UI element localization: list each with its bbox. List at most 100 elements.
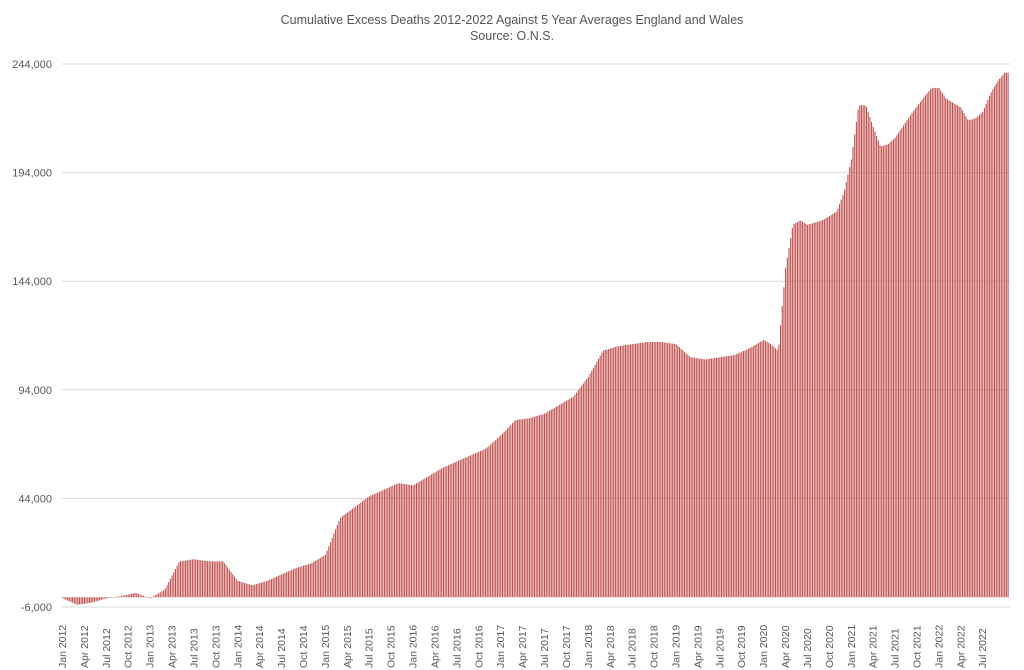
bar	[700, 358, 702, 598]
x-tick-label: Jan 2015	[320, 625, 332, 668]
bar	[205, 560, 207, 598]
bar	[75, 597, 77, 605]
bar	[596, 361, 598, 598]
bar	[212, 561, 214, 598]
bar	[886, 144, 888, 598]
bar	[675, 344, 677, 598]
bar	[801, 221, 804, 598]
bar	[672, 343, 674, 598]
bar	[567, 399, 569, 598]
bar	[862, 105, 864, 598]
bar	[988, 95, 991, 598]
bar	[181, 560, 183, 598]
bar	[252, 585, 254, 598]
bar	[437, 470, 439, 598]
bar	[208, 561, 210, 598]
x-tick-label: Jul 2021	[890, 628, 902, 668]
bar	[144, 596, 146, 598]
bar	[987, 99, 989, 598]
x-tick-label: Oct 2016	[473, 625, 485, 668]
bar	[405, 484, 407, 598]
bar	[62, 597, 64, 599]
bar	[827, 217, 829, 598]
bar	[948, 100, 950, 598]
bar	[100, 597, 102, 600]
x-tick-label: Apr 2021	[868, 625, 880, 668]
bar	[72, 597, 74, 603]
bar	[1000, 76, 1002, 598]
bar	[983, 107, 986, 598]
bar	[456, 461, 458, 598]
x-tick-label: Jan 2022	[933, 625, 945, 668]
bar	[746, 349, 748, 598]
bar	[731, 355, 733, 598]
bar	[790, 238, 792, 598]
bar	[412, 485, 414, 598]
bar	[662, 342, 664, 598]
x-tick-label: Jul 2012	[101, 628, 113, 668]
bar	[257, 583, 259, 598]
bar	[999, 78, 1001, 598]
bar	[276, 576, 278, 598]
bar	[353, 507, 355, 598]
x-tick-label: Apr 2018	[605, 625, 617, 668]
bar	[88, 597, 91, 603]
bar	[911, 113, 913, 598]
bar	[281, 574, 283, 598]
chart-subtitle: Source: O.N.S.	[469, 29, 555, 43]
bar	[855, 121, 857, 598]
bar	[119, 596, 121, 598]
bar	[618, 346, 620, 598]
bar	[638, 343, 640, 598]
bar	[624, 345, 627, 598]
bar	[828, 216, 830, 598]
bar	[474, 453, 477, 598]
bar	[319, 557, 321, 598]
bar	[837, 208, 839, 598]
bar	[559, 404, 561, 598]
bar	[776, 349, 778, 598]
bar	[653, 342, 655, 598]
bar	[761, 340, 763, 598]
bar	[571, 397, 573, 598]
bar	[955, 104, 957, 598]
bar	[407, 484, 409, 598]
bar	[975, 117, 977, 598]
bar	[919, 101, 921, 598]
bar	[372, 494, 374, 598]
bar	[296, 567, 298, 598]
bar	[958, 106, 960, 598]
bar	[1007, 72, 1009, 598]
bar	[323, 555, 325, 598]
bar	[195, 559, 197, 598]
bar	[832, 214, 834, 598]
bar	[896, 135, 898, 598]
bar	[158, 593, 160, 598]
bar	[476, 452, 478, 598]
bar	[710, 358, 712, 598]
bar	[555, 406, 557, 598]
bar	[734, 354, 736, 598]
bar	[532, 417, 534, 598]
bar	[328, 546, 330, 598]
bar	[854, 134, 856, 598]
x-tick-label: Apr 2017	[517, 625, 529, 668]
bar	[237, 580, 239, 598]
bar	[749, 347, 751, 598]
bar	[466, 456, 468, 598]
bar	[640, 342, 642, 598]
bar	[759, 341, 761, 598]
bar	[815, 222, 817, 598]
bar	[78, 597, 80, 605]
bar	[645, 342, 647, 598]
bar	[394, 484, 396, 598]
bar	[953, 103, 955, 598]
bar	[390, 486, 392, 598]
bar	[864, 105, 866, 598]
bar	[80, 597, 82, 605]
bar	[380, 490, 382, 598]
bar	[635, 343, 637, 598]
bar	[705, 359, 707, 598]
bar	[309, 563, 311, 598]
bar	[421, 480, 423, 598]
